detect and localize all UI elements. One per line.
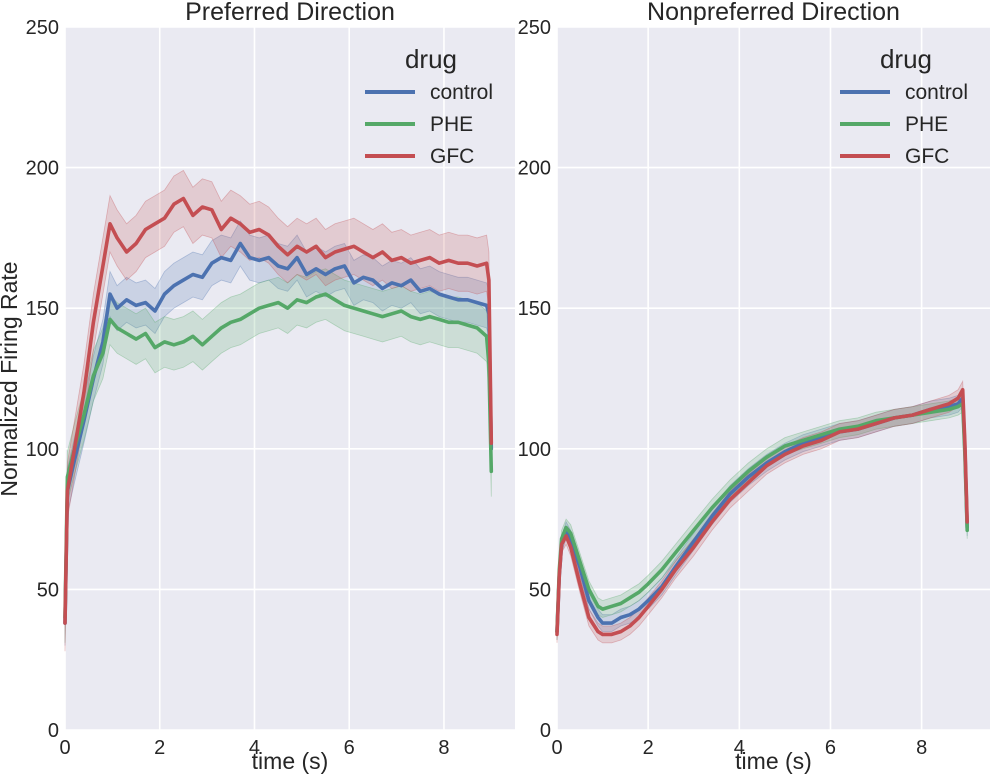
y-tick-label: 150: [26, 298, 59, 320]
x-tick-label: 4: [249, 737, 260, 759]
x-tick-label: 4: [734, 737, 745, 759]
legend: drug control PHE GFC: [365, 44, 493, 168]
x-tick-label: 6: [344, 737, 355, 759]
y-tick-label: 200: [26, 158, 59, 180]
legend-label-control: control: [905, 81, 968, 104]
legend-label-gfc: GFC: [430, 145, 474, 168]
x-tick-label: 2: [643, 737, 654, 759]
legend-label-phe: PHE: [430, 113, 473, 136]
x-tick-label: 0: [551, 737, 562, 759]
legend: drug control PHE GFC: [840, 44, 968, 168]
x-axis-label: time (s): [735, 748, 812, 774]
x-tick-label: 8: [438, 737, 449, 759]
series-line-gfc: [63, 196, 494, 625]
panel-nonpreferred-direction: 0 2 4 6 8 0 50 100 150 200 250 Nonpreferred Directi…: [518, 0, 990, 774]
legend-label-phe: PHE: [905, 113, 948, 136]
x-tick-label: 8: [916, 737, 927, 759]
y-axis-label: Normalized Firing Rate: [0, 261, 22, 496]
series-band-phe: [64, 268, 492, 643]
y-tick-label: 250: [518, 17, 551, 39]
plot-background: [557, 27, 990, 730]
panel-preferred-direction: 0 2 4 6 8 0 50 100 150 200 250 Preferred Direction t…: [26, 0, 515, 774]
y-tick-label: 50: [529, 579, 551, 601]
panel-title: Nonpreferred Direction: [647, 0, 900, 26]
legend-label-gfc: GFC: [905, 145, 949, 168]
y-tick-label: 50: [37, 579, 59, 601]
legend-title: drug: [405, 44, 457, 74]
x-tick-label: 6: [825, 737, 836, 759]
plot-background: [65, 27, 515, 730]
y-tick-label: 0: [540, 720, 551, 742]
y-tick-label: 100: [26, 439, 59, 461]
y-tick-label: 100: [518, 439, 551, 461]
legend-label-control: control: [430, 81, 493, 104]
series-line-gfc: [555, 387, 970, 637]
series-line-control: [63, 241, 494, 625]
legend-title: drug: [880, 44, 932, 74]
panel-title: Preferred Direction: [185, 0, 395, 26]
x-tick-label: 2: [154, 737, 165, 759]
series-band-phe: [556, 394, 968, 641]
y-tick-label: 250: [26, 17, 59, 39]
y-tick-label: 0: [48, 720, 59, 742]
series-line-phe: [63, 292, 494, 620]
x-axis-label: time (s): [252, 748, 329, 774]
y-tick-label: 200: [518, 158, 551, 180]
x-tick-label: 0: [59, 737, 70, 759]
y-tick-label: 150: [518, 298, 551, 320]
